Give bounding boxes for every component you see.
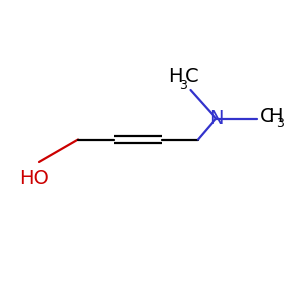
Text: H: H	[168, 67, 182, 85]
Text: 3: 3	[179, 79, 187, 92]
Text: HO: HO	[20, 169, 50, 188]
Text: C: C	[260, 107, 273, 127]
Text: 3: 3	[276, 117, 284, 130]
Text: N: N	[209, 109, 223, 128]
Text: H: H	[268, 107, 282, 127]
Text: C: C	[184, 67, 198, 85]
